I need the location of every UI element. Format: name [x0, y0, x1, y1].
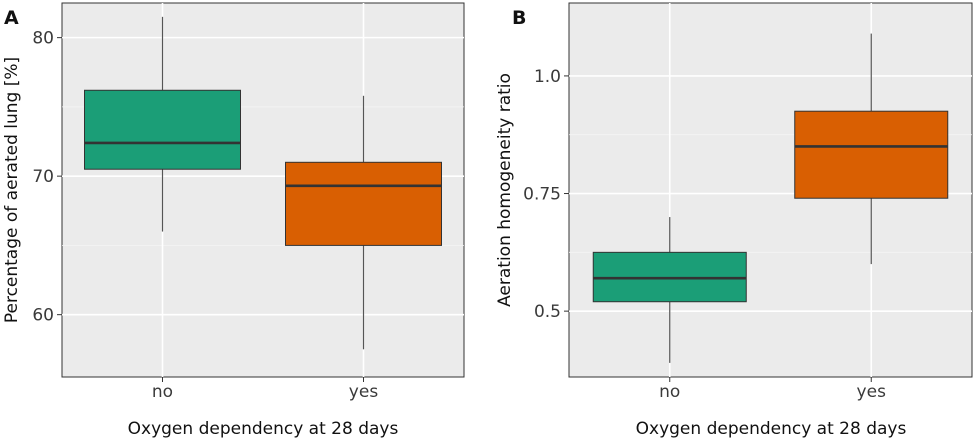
panel-b-y-axis-title: Aeration homogeneity ratio [495, 73, 515, 307]
panel-a-x-tick-label: yes [349, 382, 379, 402]
panel-b-y-ticks: 0.5 0.75 1.0 [523, 67, 569, 322]
panel-b-x-ticks: no yes [659, 377, 886, 402]
panel-b-x-axis-title: Oxygen dependency at 28 days [636, 419, 907, 439]
panel-a-y-tick-label: 70 [32, 167, 54, 187]
panel-a-x-ticks: no yes [152, 377, 378, 402]
panel-a-boxes [84, 16, 442, 350]
box-yes-body [285, 161, 442, 246]
panel-a-y-tick-label: 80 [32, 29, 54, 49]
panel-a: A 60 70 80 no yes Oxygen dependency at 28 d… [2, 2, 465, 439]
panel-b-boxes [592, 33, 949, 363]
box-no-body [84, 89, 241, 170]
panel-b-y-tick-label: 1.0 [534, 67, 561, 87]
panel-b: B 0.5 0.75 1.0 no yes Oxygen dependency at … [495, 2, 973, 439]
panel-b-x-tick-label: no [659, 382, 680, 402]
panel-b-y-tick-label: 0.5 [534, 302, 561, 322]
panel-a-x-tick-label: no [152, 382, 173, 402]
box-yes-body [794, 110, 949, 199]
panel-b-y-tick-label: 0.75 [523, 185, 561, 205]
panel-a-y-axis-title: Percentage of aerated lung [%] [2, 57, 22, 323]
panel-a-y-tick-label: 60 [32, 306, 54, 326]
panel-a-y-ticks: 60 70 80 [32, 29, 62, 326]
panel-a-x-axis-title: Oxygen dependency at 28 days [128, 419, 399, 439]
panel-a-letter: A [4, 7, 19, 29]
panel-b-letter: B [512, 7, 526, 29]
panel-b-x-tick-label: yes [857, 382, 887, 402]
